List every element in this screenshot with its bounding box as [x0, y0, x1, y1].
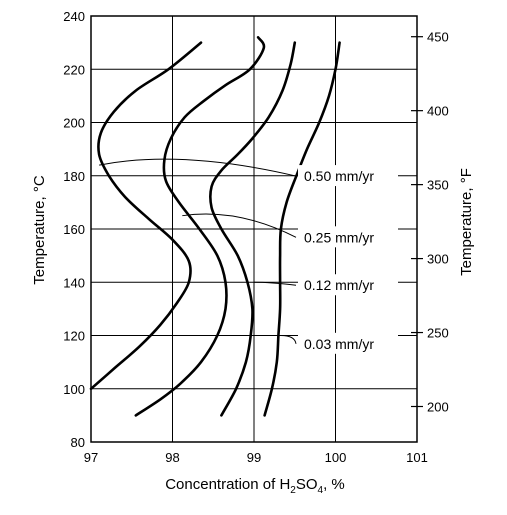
x-axis-title-mid: SO [296, 476, 318, 493]
x-axis-title-sub2: 4 [318, 485, 324, 496]
iso-corrosion-curve [89, 41, 203, 391]
y-tick-label-right: 300 [427, 252, 449, 267]
curve-leader-line [253, 281, 297, 286]
x-tick-label: 99 [247, 450, 261, 465]
y-tick-label-left: 160 [63, 222, 85, 237]
plot-frame [90, 15, 418, 443]
x-axis-title: Concentration of H2SO4, % [165, 476, 345, 496]
curve-label: 0.03 mm/yr [304, 336, 374, 352]
y-tick-label-left: 140 [63, 275, 85, 290]
x-axis-title-sub1: 2 [290, 485, 296, 496]
y-tick-label-right: 400 [427, 104, 449, 119]
y-tick-label-left: 200 [63, 116, 85, 131]
y-tick-label-right: 450 [427, 30, 449, 45]
curves-layer [89, 36, 341, 417]
y-tick-label-left: 120 [63, 329, 85, 344]
y-axis-title-left: Temperature, °C [31, 175, 48, 285]
y-tick-label-left: 240 [63, 9, 85, 24]
curve-label-background [298, 226, 398, 248]
ticks-layer: 97 98 99 100 101 80 100 120 140 160 180 200 220 240 20… [63, 9, 448, 465]
labels-layer: 0.50 mm/yr 0.25 mm/yr 0.12 mm/yr 0.03 mm/yr [99, 158, 398, 354]
curve-label: 0.50 mm/yr [304, 168, 374, 184]
x-tick-label: 100 [325, 450, 347, 465]
x-axis-title-suffix: , % [323, 476, 345, 493]
x-tick-label: 101 [406, 450, 428, 465]
curve-label: 0.25 mm/yr [304, 229, 374, 245]
y-tick-label-left: 80 [71, 435, 85, 450]
curve-label-background [298, 165, 398, 187]
curve-label: 0.12 mm/yr [304, 277, 374, 293]
curve-label-background [298, 332, 398, 354]
y-tick-label-right: 200 [427, 400, 449, 415]
x-axis-title-prefix: Concentration of H [165, 476, 290, 493]
y-tick-label-right: 250 [427, 326, 449, 341]
curve-label-background [298, 274, 398, 296]
y-tick-label-left: 100 [63, 382, 85, 397]
iso-corrosion-curve [209, 41, 297, 417]
x-tick-label: 97 [84, 450, 98, 465]
x-tick-label: 98 [165, 450, 179, 465]
iso-corrosion-curve [134, 36, 266, 417]
y-tick-label-left: 180 [63, 169, 85, 184]
y-tick-label-left: 220 [63, 62, 85, 77]
curve-leader-line [280, 335, 297, 344]
y-tick-label-right: 350 [427, 178, 449, 193]
iso-corrosion-curve [263, 41, 341, 417]
y-axis-title-right: Temperature, °F [458, 168, 475, 276]
curve-leader-line [182, 213, 297, 238]
curve-leader-line [99, 158, 297, 177]
